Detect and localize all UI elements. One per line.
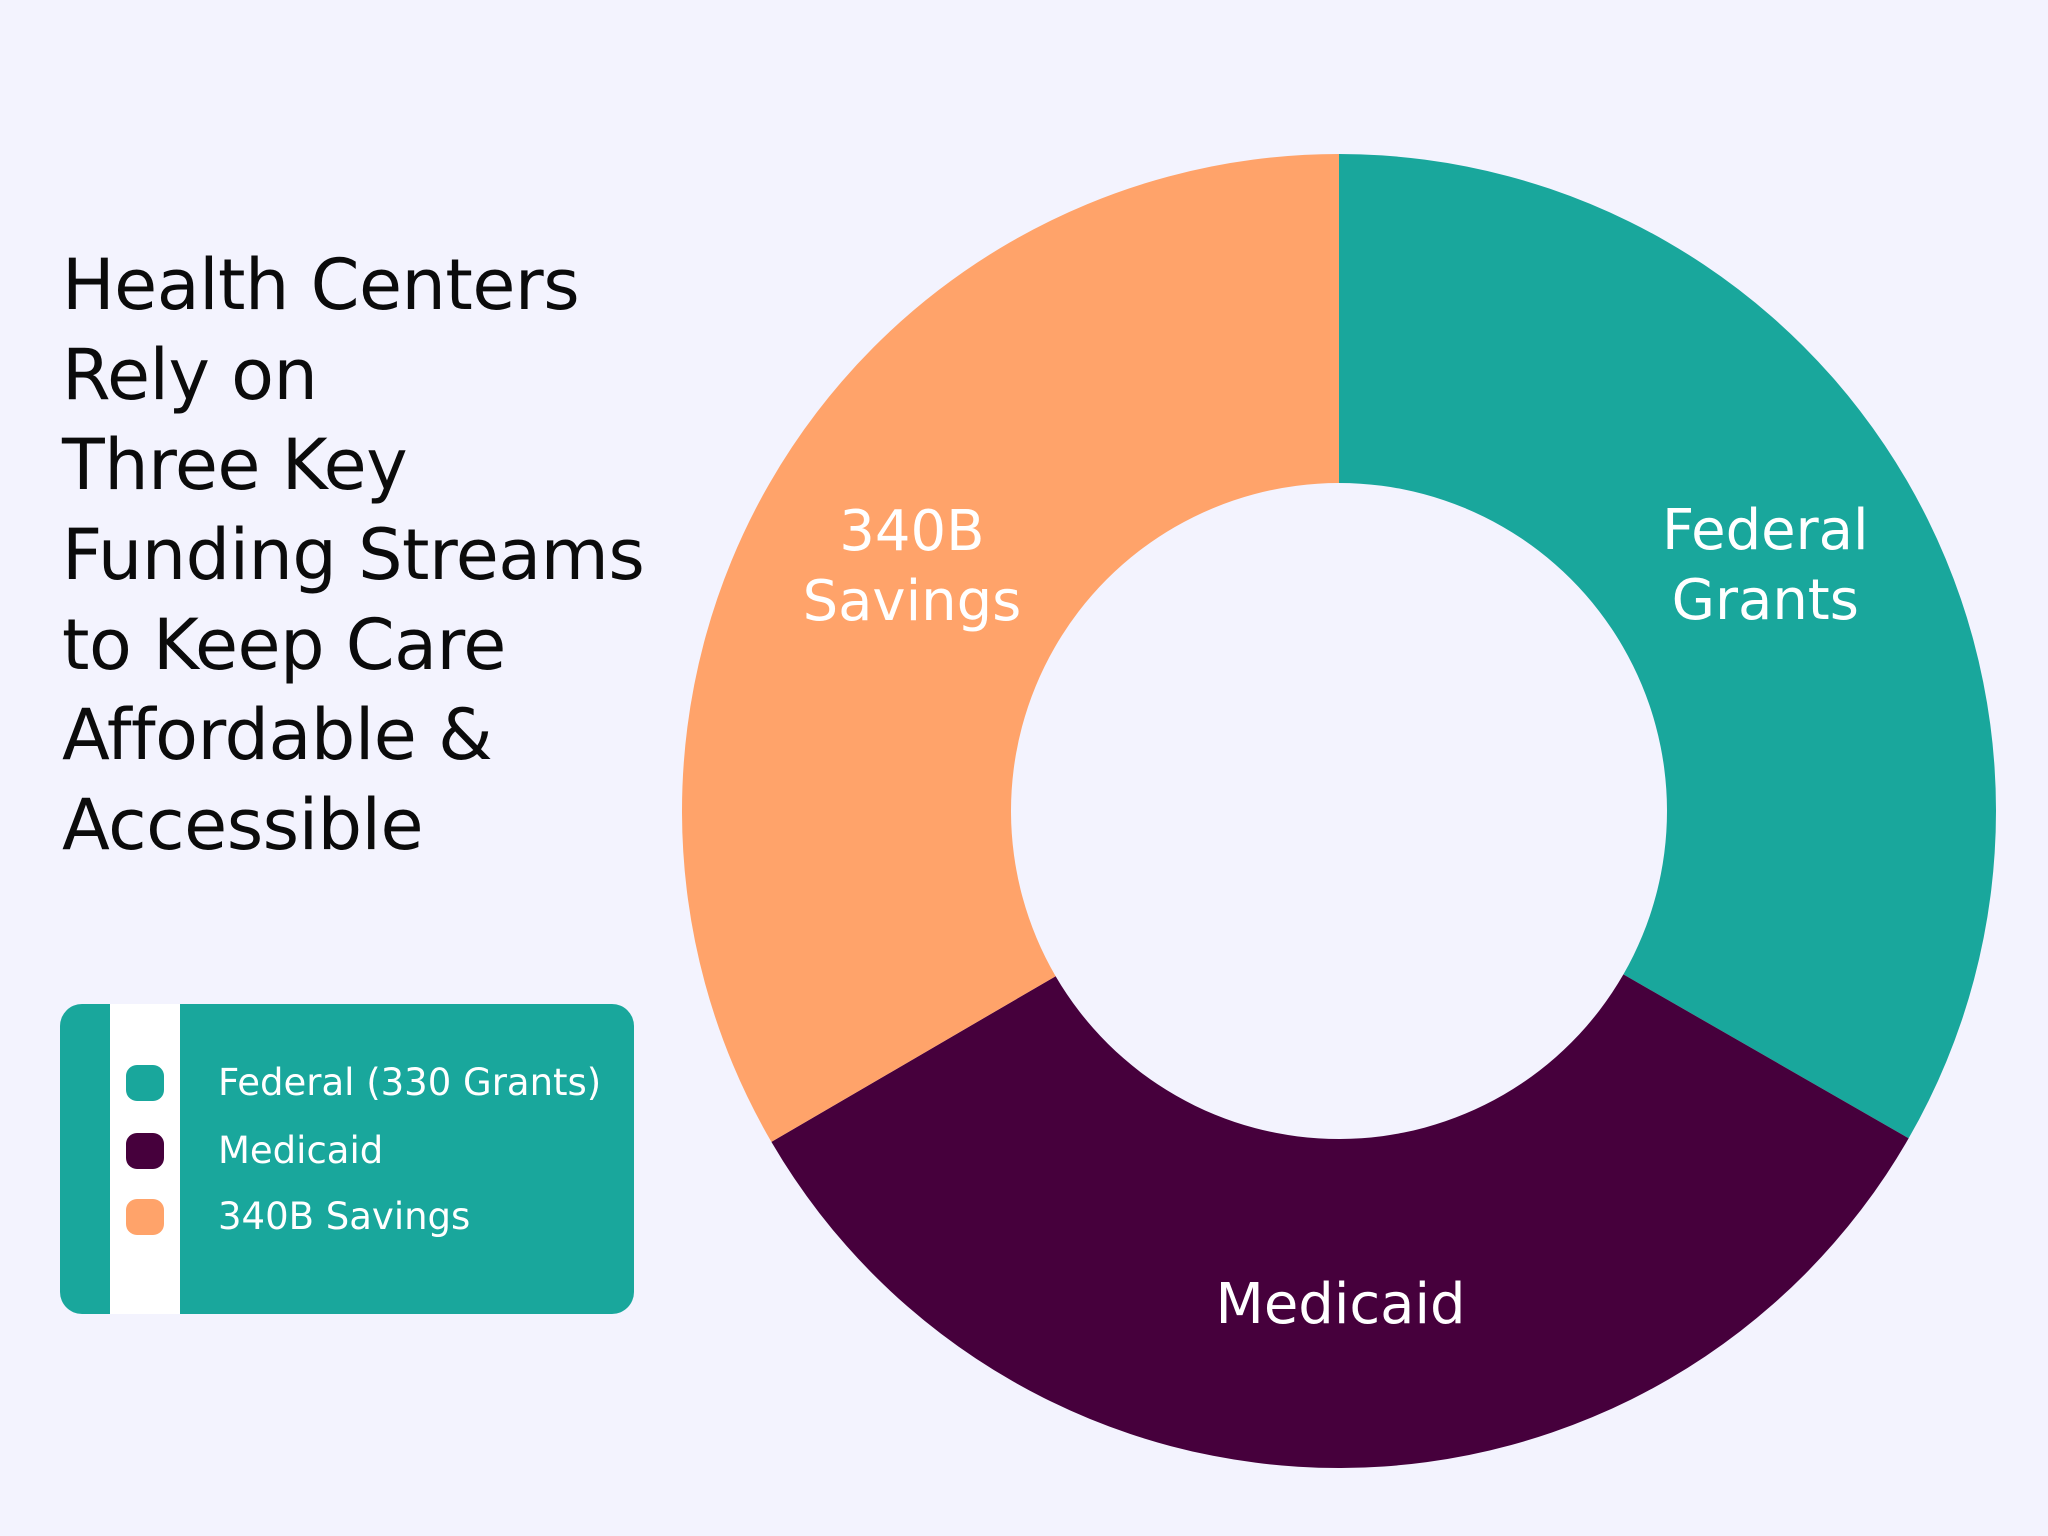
title-line: Funding Streams	[62, 514, 645, 596]
title-line: Three Key	[62, 424, 408, 506]
slice-federal-grants	[1339, 154, 1996, 1139]
slice-label-line: Grants	[1672, 568, 1859, 633]
title-line: Rely on	[62, 334, 318, 416]
slice-label-line: Savings	[803, 569, 1022, 634]
slice-label-federal-grants: Federal Grants	[1662, 498, 1869, 633]
legend-swatch-federal	[126, 1065, 164, 1101]
slice-label-medicaid: Medicaid	[1216, 1272, 1466, 1337]
legend-label-340b: 340B Savings	[218, 1195, 471, 1238]
legend: Federal (330 Grants) Medicaid 340B Savin…	[60, 1004, 634, 1314]
slice-label-340b-savings: 340B Savings	[803, 499, 1022, 634]
legend-swatch-340b	[126, 1199, 164, 1235]
title-line: Affordable &	[62, 694, 493, 776]
slice-medicaid	[771, 974, 1909, 1468]
legend-item-federal: Federal (330 Grants)	[60, 1058, 634, 1108]
slice-label-line: Medicaid	[1216, 1272, 1466, 1337]
legend-swatch-medicaid	[126, 1133, 164, 1169]
title-line: Health Centers	[62, 244, 580, 326]
slice-label-line: Federal	[1662, 498, 1869, 563]
slice-label-line: 340B	[839, 499, 984, 564]
legend-label-federal: Federal (330 Grants)	[218, 1061, 602, 1104]
title-line: to Keep Care	[62, 604, 506, 686]
legend-item-medicaid: Medicaid	[60, 1126, 634, 1176]
legend-item-340b: 340B Savings	[60, 1192, 634, 1242]
slice-340b-savings	[682, 154, 1339, 1142]
legend-label-medicaid: Medicaid	[218, 1129, 384, 1172]
title-line: Accessible	[62, 784, 424, 866]
chart-title: Health Centers Rely on Three Key Funding…	[62, 240, 702, 870]
